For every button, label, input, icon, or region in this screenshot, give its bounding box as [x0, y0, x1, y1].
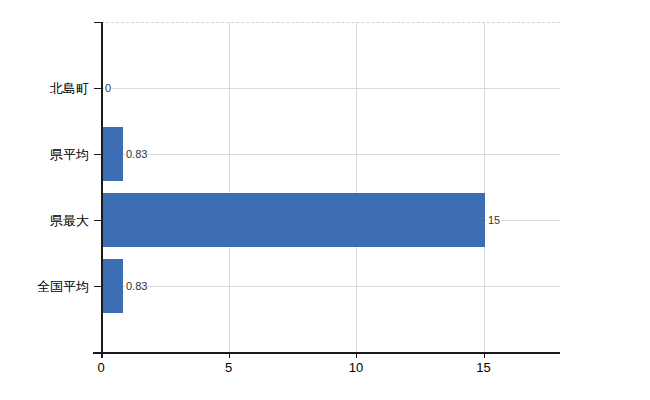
y-axis-tick	[94, 88, 101, 89]
category-label: 県最大	[0, 214, 89, 227]
vertical-gridline	[229, 22, 230, 352]
bar-chart: 北島町 0 県平均 0.83 県最大 15 全国平均 0.83 0 5 10 15	[0, 0, 650, 400]
y-axis	[101, 22, 103, 358]
x-tick-label: 5	[225, 361, 232, 374]
x-axis-tick	[484, 352, 485, 358]
x-axis-tick	[229, 352, 230, 358]
category-label: 全国平均	[0, 280, 89, 293]
horizontal-gridline	[101, 286, 560, 287]
bar	[102, 193, 485, 247]
x-axis-tick	[356, 352, 357, 358]
category-label: 北島町	[0, 82, 89, 95]
x-tick-label: 10	[349, 361, 363, 374]
plot-top-border	[101, 22, 560, 23]
horizontal-gridline	[101, 88, 560, 89]
vertical-gridline	[356, 22, 357, 352]
bar	[102, 127, 123, 181]
vertical-gridline	[484, 22, 485, 352]
horizontal-gridline	[101, 154, 560, 155]
y-axis-tick	[94, 154, 101, 155]
y-axis-tick	[94, 220, 101, 221]
y-axis-top-tick	[94, 22, 101, 23]
x-axis	[93, 352, 560, 354]
x-axis-tick	[101, 352, 102, 358]
y-axis-tick	[94, 286, 101, 287]
value-label: 15	[487, 215, 501, 226]
x-tick-label: 0	[97, 361, 104, 374]
value-label: 0.83	[125, 149, 148, 160]
category-label: 県平均	[0, 148, 89, 161]
value-label: 0.83	[125, 281, 148, 292]
bar	[102, 259, 123, 313]
x-tick-label: 15	[476, 361, 490, 374]
value-label: 0	[104, 83, 112, 94]
